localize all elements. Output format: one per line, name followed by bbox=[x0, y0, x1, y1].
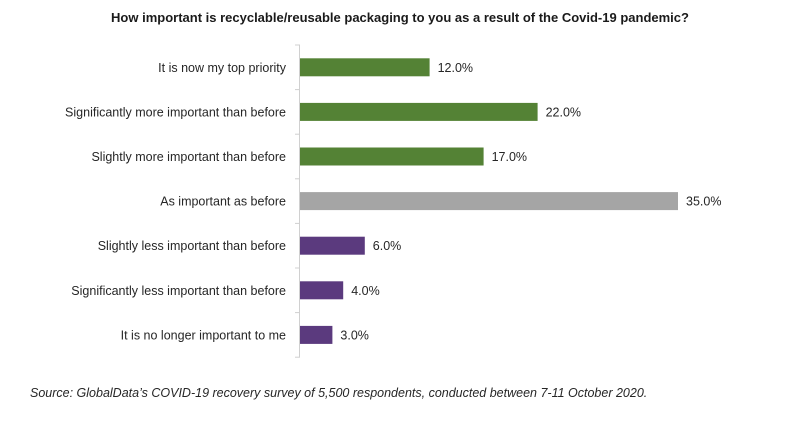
bars-group: 12.0% 22.0% 17.0% 35.0% 6.0% 4.0% 3.0% bbox=[300, 58, 721, 344]
bar bbox=[300, 58, 430, 77]
data-label: 4.0% bbox=[351, 284, 380, 298]
data-label: 3.0% bbox=[340, 328, 369, 342]
bar bbox=[300, 236, 365, 255]
data-label: 35.0% bbox=[686, 195, 721, 209]
data-label: 22.0% bbox=[546, 105, 581, 119]
category-label: As important as before bbox=[160, 195, 286, 209]
source-note: Source: GlobalData’s COVID-19 recovery s… bbox=[30, 386, 648, 400]
bar bbox=[300, 102, 538, 121]
y-axis: It is now my top priority Significantly m… bbox=[65, 44, 300, 358]
category-label: It is now my top priority bbox=[158, 61, 287, 75]
data-label: 12.0% bbox=[438, 61, 473, 75]
category-label: Significantly less important than before bbox=[71, 284, 286, 298]
category-label: Slightly more important than before bbox=[91, 150, 286, 164]
category-label: It is no longer important to me bbox=[121, 328, 286, 342]
category-label: Significantly more important than before bbox=[65, 105, 286, 119]
data-label: 17.0% bbox=[492, 150, 527, 164]
chart-title: How important is recyclable/reusable pac… bbox=[111, 10, 689, 25]
bar bbox=[300, 192, 678, 211]
bar bbox=[300, 281, 344, 300]
category-label: Slightly less important than before bbox=[98, 239, 286, 253]
bar bbox=[300, 325, 333, 344]
bar bbox=[300, 147, 484, 166]
data-label: 6.0% bbox=[373, 239, 402, 253]
